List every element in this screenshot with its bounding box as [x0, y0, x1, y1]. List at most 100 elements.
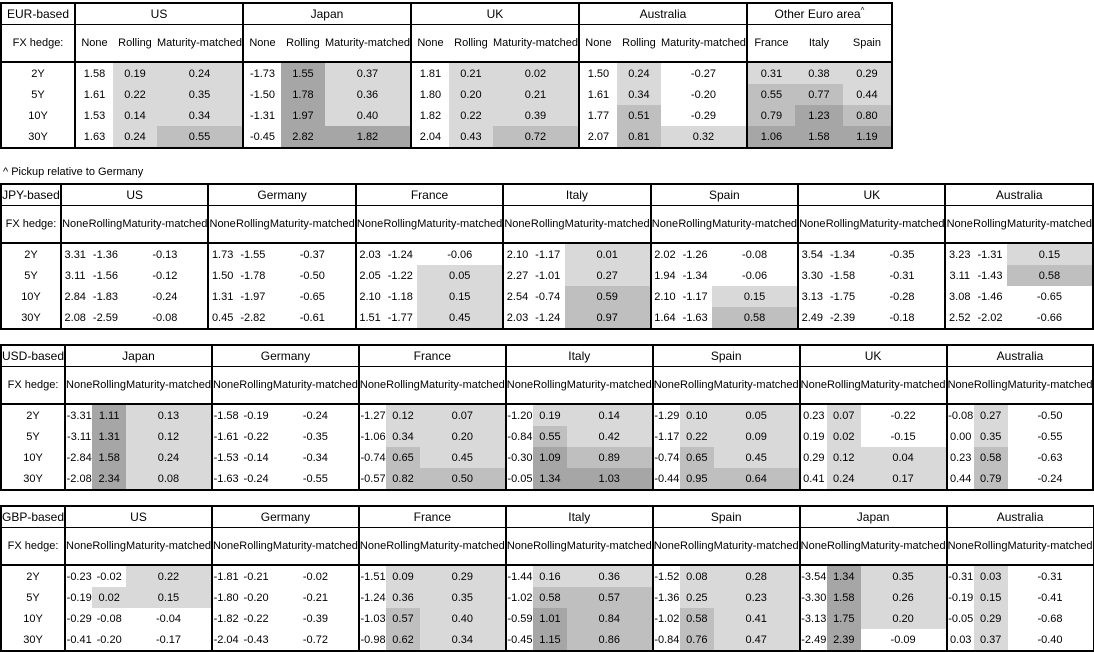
- column-header-rolling: Rolling: [383, 205, 418, 244]
- value-cell: 0.97: [564, 307, 651, 329]
- value-cell: 1.61: [577, 84, 617, 105]
- column-header-maturity-matched: Maturity-matched: [713, 366, 800, 405]
- column-header-none: None: [944, 205, 974, 244]
- value-cell: 1.53: [74, 105, 113, 126]
- value-cell: 0.24: [826, 468, 861, 490]
- value-cell: -0.31: [1037, 570, 1063, 583]
- column-header-rolling: Rolling: [239, 527, 273, 566]
- column-header-rolling: Rolling: [533, 366, 567, 405]
- fx-hedge-label: FX hedge:: [1, 366, 66, 405]
- group-header-spain: Spain: [651, 345, 800, 367]
- value-cell: 0.22: [125, 565, 212, 587]
- column-header-france: France: [745, 24, 795, 63]
- value-cell: 0.58: [1006, 265, 1093, 286]
- column-header-maturity-matched: Maturity-matched: [269, 205, 356, 244]
- value-cell: 0.27: [564, 265, 651, 286]
- value-cell: 0.40: [324, 105, 411, 126]
- value-cell: 1.50: [207, 265, 236, 286]
- value-cell: -1.01: [535, 269, 561, 282]
- value-cell: -3.13: [798, 608, 827, 629]
- value-cell: -2.49: [798, 629, 827, 651]
- value-cell: -0.98: [357, 629, 387, 651]
- value-cell: 3.11: [59, 265, 89, 286]
- value-cell: 3.08: [944, 286, 974, 307]
- column-header-rolling: Rolling: [826, 527, 861, 566]
- column-header-none: None: [357, 366, 387, 405]
- column-header-rolling: Rolling: [973, 366, 1008, 405]
- usd-based-table: USD-based Japan Germany France Italy Spain UK A…: [0, 344, 1094, 491]
- block-label: GBP-based: [1, 506, 66, 528]
- group-header-france: France: [354, 184, 504, 206]
- value-cell: 0.20: [419, 426, 506, 447]
- value-cell: 0.36: [386, 587, 420, 608]
- group-header-australia: Australia: [577, 3, 747, 25]
- value-cell: 2.10: [502, 243, 531, 265]
- value-cell: 0.19: [798, 426, 827, 447]
- value-cell: 0.62: [386, 629, 420, 651]
- value-cell: -2.82: [240, 311, 266, 324]
- tenor-label: 30Y: [23, 472, 43, 485]
- value-cell: 3.13: [797, 286, 826, 307]
- column-header-none: None: [210, 366, 240, 405]
- column-header-maturity-matched: Maturity-matched: [860, 366, 947, 405]
- value-cell: 1.77: [577, 105, 617, 126]
- value-cell: 0.79: [973, 468, 1008, 490]
- column-header-spain: Spain: [842, 24, 892, 63]
- value-cell: 0.35: [973, 426, 1008, 447]
- column-header-rolling: Rolling: [680, 527, 714, 566]
- column-header-rolling: Rolling: [616, 24, 661, 63]
- value-cell: 0.55: [745, 84, 795, 105]
- table-row-10y: 10Y 1.53 0.14 0.34 -1.31 1.97 0.40 1.82 0.22 0.39…: [1, 105, 892, 126]
- value-cell: 2.03: [354, 243, 384, 265]
- value-cell: 3.31: [59, 243, 89, 265]
- value-cell: -0.41: [1037, 591, 1063, 604]
- column-header-rolling: Rolling: [448, 24, 493, 63]
- value-cell: -0.65: [299, 290, 325, 303]
- column-header-rolling: Rolling: [680, 366, 714, 405]
- value-cell: 0.95: [680, 468, 714, 490]
- value-cell: -0.24: [243, 472, 269, 485]
- value-cell: 0.51: [616, 105, 661, 126]
- column-header-maturity-matched: Maturity-matched: [1007, 366, 1094, 405]
- value-cell: 0.42: [566, 426, 653, 447]
- value-cell: -1.50: [241, 84, 281, 105]
- value-cell: 0.59: [564, 286, 651, 307]
- value-cell: 0.15: [125, 587, 212, 608]
- value-cell: 2.54: [502, 286, 531, 307]
- value-cell: -0.28: [889, 290, 915, 303]
- value-cell: 0.57: [566, 587, 653, 608]
- value-cell: 0.38: [794, 62, 843, 84]
- value-cell: -0.59: [504, 608, 534, 629]
- fx-hedge-label: FX hedge:: [1, 24, 75, 63]
- value-cell: -1.17: [682, 290, 708, 303]
- value-cell: -2.59: [92, 311, 118, 324]
- value-cell: 0.58: [973, 447, 1008, 468]
- value-cell: 0.86: [566, 629, 653, 651]
- column-header-none: None: [241, 24, 281, 63]
- value-cell: 0.05: [417, 265, 504, 286]
- value-cell: 1.31: [207, 286, 236, 307]
- value-cell: 0.28: [713, 565, 800, 587]
- value-cell: 1.58: [794, 126, 843, 148]
- value-cell: 1.63: [74, 126, 113, 148]
- value-cell: 2.49: [797, 307, 826, 329]
- value-cell: 0.34: [157, 105, 243, 126]
- table-row-5y: 5Y 3.11 -1.56 -0.12 1.50 -1.78 -0.50 2.05 -1.22 0…: [1, 265, 1093, 286]
- value-cell: -0.19: [945, 587, 974, 608]
- value-cell: 1.01: [533, 608, 567, 629]
- group-header-japan: Japan: [241, 3, 411, 25]
- value-cell: 3.30: [797, 265, 826, 286]
- value-cell: -1.24: [535, 311, 561, 324]
- value-cell: -0.43: [243, 633, 269, 646]
- value-cell: 0.79: [745, 105, 795, 126]
- table-row-10y: 10Y -0.29 -0.08 -0.04 -1.82 -0.22 -0.39 -1.03 0.…: [1, 608, 1094, 629]
- value-cell: -0.63: [1037, 451, 1063, 464]
- value-cell: 0.22: [448, 105, 493, 126]
- value-cell: 0.24: [616, 62, 661, 84]
- value-cell: -0.15: [890, 430, 916, 443]
- value-cell: 0.00: [945, 426, 974, 447]
- value-cell: 0.12: [826, 447, 861, 468]
- value-cell: 0.13: [125, 404, 212, 426]
- value-cell: -1.22: [387, 269, 413, 282]
- value-cell: -0.21: [243, 570, 269, 583]
